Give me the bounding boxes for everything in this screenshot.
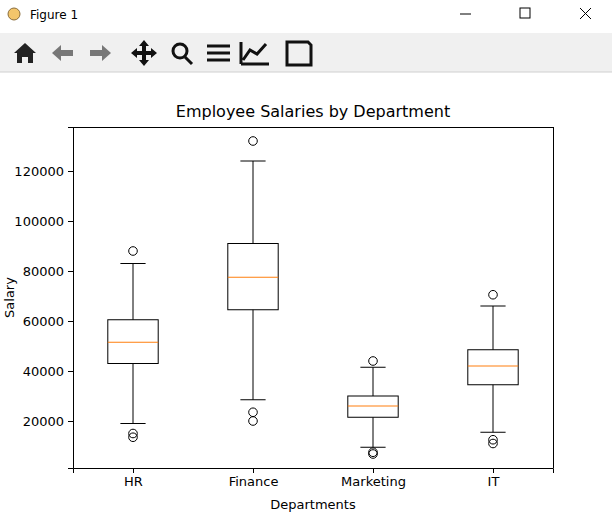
upper-cap [480,306,505,307]
box [348,396,398,417]
zoom-lens[interactable] [173,44,187,58]
y-axis-line [68,128,74,469]
y-tick: 20000 [23,414,73,429]
title-bar [0,0,612,33]
outlier [369,357,378,366]
x-axis-title: Departments [270,497,356,512]
x-tick-label: HR [124,474,143,489]
right-spine [553,127,554,468]
box-group [468,290,518,447]
x-tick: Finance [229,468,279,489]
x-tick: IT [488,468,500,489]
y-axis: 20000 40000 60000 80000 100000 120000 [14,128,73,469]
y-tick: 60000 [23,314,73,329]
box-group [108,247,158,442]
upper-cap [360,367,385,368]
y-tick-label: 100000 [14,214,64,229]
outlier [369,450,378,459]
edit-button[interactable] [241,42,269,64]
y-tick-mark [68,171,73,172]
outlier [489,439,498,448]
back-button[interactable] [52,45,73,61]
pan-button[interactable] [131,40,157,66]
window-title: Figure 1 [30,8,78,22]
toolbar [0,33,612,72]
outlier [129,247,138,256]
zoom-button[interactable] [185,57,192,64]
upper-whisker [493,306,494,350]
upper-whisker [373,367,374,396]
outlier [249,408,258,417]
median [348,405,398,406]
upper-whisker [133,264,134,320]
y-tick-label: 120000 [14,164,64,179]
y-tick: 120000 [14,164,73,179]
outlier [489,435,498,444]
y-tick-label: 20000 [23,414,64,429]
y-tick-label: 40000 [23,364,64,379]
box-group [348,357,398,459]
x-tick: HR [124,468,143,489]
y-tick-mark [68,271,73,272]
y-tick-label: 60000 [23,314,64,329]
app-icon [8,8,20,20]
median [108,342,158,343]
box [108,320,158,364]
x-axis-line [74,469,554,474]
lower-whisker [133,364,134,424]
y-tick-mark [68,221,73,222]
x-tick-mark [133,468,134,473]
outlier [249,417,258,426]
box-group [228,137,278,426]
y-tick-mark [68,321,73,322]
close-button[interactable] [580,8,591,19]
x-tick-label: IT [488,474,500,489]
plot-marks [108,137,518,459]
forward-button[interactable] [90,45,111,61]
box [228,244,278,310]
y-tick: 40000 [23,364,73,379]
save-label[interactable] [292,55,306,63]
y-tick-mark [68,421,73,422]
y-axis-title: Salary [2,277,17,318]
y-tick: 80000 [23,264,73,279]
y-tick: 100000 [14,214,73,229]
median [228,277,278,278]
x-tick-mark [253,468,254,473]
upper-cap [120,263,145,264]
lower-whisker [373,417,374,447]
x-tick-mark [493,468,494,473]
save-button[interactable] [287,42,311,65]
outlier [129,429,138,438]
outlier [249,137,258,146]
home-button[interactable] [14,43,36,63]
minimize-button[interactable] [460,14,471,15]
toolbar-icons [14,40,311,66]
upper-cap [240,161,265,162]
x-tick-label: Marketing [341,474,406,489]
upper-whisker [253,161,254,244]
x-tick-mark [373,468,374,473]
figure-window: Figure 1 20000 40000 60000 80000 100000 120000… [0,0,612,517]
x-axis: HR Finance Marketing IT [74,468,554,489]
lower-cap [480,432,505,433]
lower-cap [240,399,265,400]
outlier [129,433,138,442]
toolbar-border [0,72,612,73]
top-spine [73,127,553,128]
lower-whisker [493,385,494,433]
median [468,365,518,366]
y-tick-mark [68,371,73,372]
lower-cap [120,423,145,424]
y-tick-label: 80000 [23,264,64,279]
chart-title: Employee Salaries by Department [176,102,450,121]
x-tick-label: Finance [229,474,279,489]
outlier [489,290,498,299]
plot-background [73,127,553,468]
subplots-button[interactable] [207,46,230,60]
x-tick: Marketing [341,468,406,489]
box [468,350,518,385]
lower-whisker [253,310,254,400]
maximize-button[interactable] [520,8,530,18]
